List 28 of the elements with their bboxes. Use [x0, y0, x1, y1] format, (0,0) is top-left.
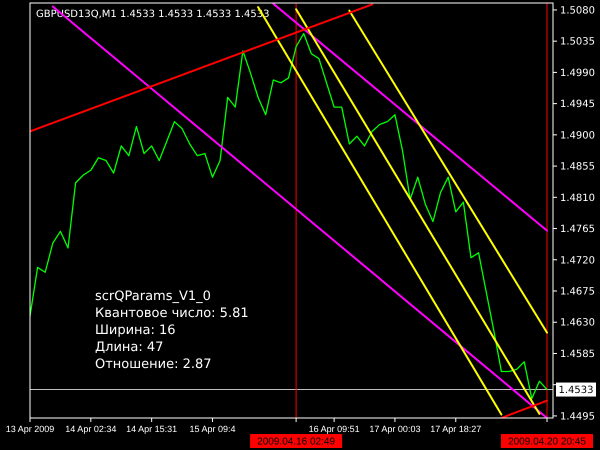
y-tick-label: 1.4720	[560, 255, 595, 266]
x-tick-label: 17 Apr 18:27	[430, 424, 482, 434]
x-tick-label: 2009.04.16 02:49	[257, 436, 336, 448]
y-tick-label: 1.4810	[560, 192, 595, 204]
y-tick-label: 1.4495	[560, 411, 595, 422]
x-tick-label: 17 Apr 00:03	[369, 424, 420, 434]
annotation: Квантовое число: 5.81	[95, 306, 249, 321]
x-tick-label: 13 Apr 2009	[6, 424, 54, 434]
y-tick-label: 1.4855	[560, 162, 595, 173]
x-tick-label: 2009.04.20 20:45	[508, 436, 586, 448]
x-tick-label: 14 Apr 02:34	[65, 424, 116, 434]
annotation: Ширина: 16	[95, 323, 176, 338]
y-tick-label: 1.4585	[560, 348, 595, 360]
y-tick-label: 1.5080	[560, 5, 595, 16]
y-tick-label: 1.4945	[560, 99, 595, 110]
x-tick-label: 15 Apr 09:4	[189, 424, 236, 434]
y-tick-label: 1.4675	[560, 286, 595, 298]
x-tick-label: 16 Apr 09:51	[308, 424, 360, 434]
y-tick-label: 1.5035	[560, 36, 595, 48]
annotation: Длина: 47	[95, 340, 164, 355]
y-tick-label: 1.4900	[560, 130, 595, 142]
ref-line-label: 1.4533	[558, 385, 594, 396]
annotation: scrQParams_V1_0	[95, 289, 211, 304]
x-tick-label: 14 Apr 15:31	[126, 424, 178, 434]
y-tick-label: 1.4990	[560, 68, 595, 79]
y-tick-label: 1.4630	[560, 318, 595, 329]
annotation: Отношение: 2.87	[95, 357, 212, 372]
y-tick-label: 1.4765	[560, 224, 595, 236]
